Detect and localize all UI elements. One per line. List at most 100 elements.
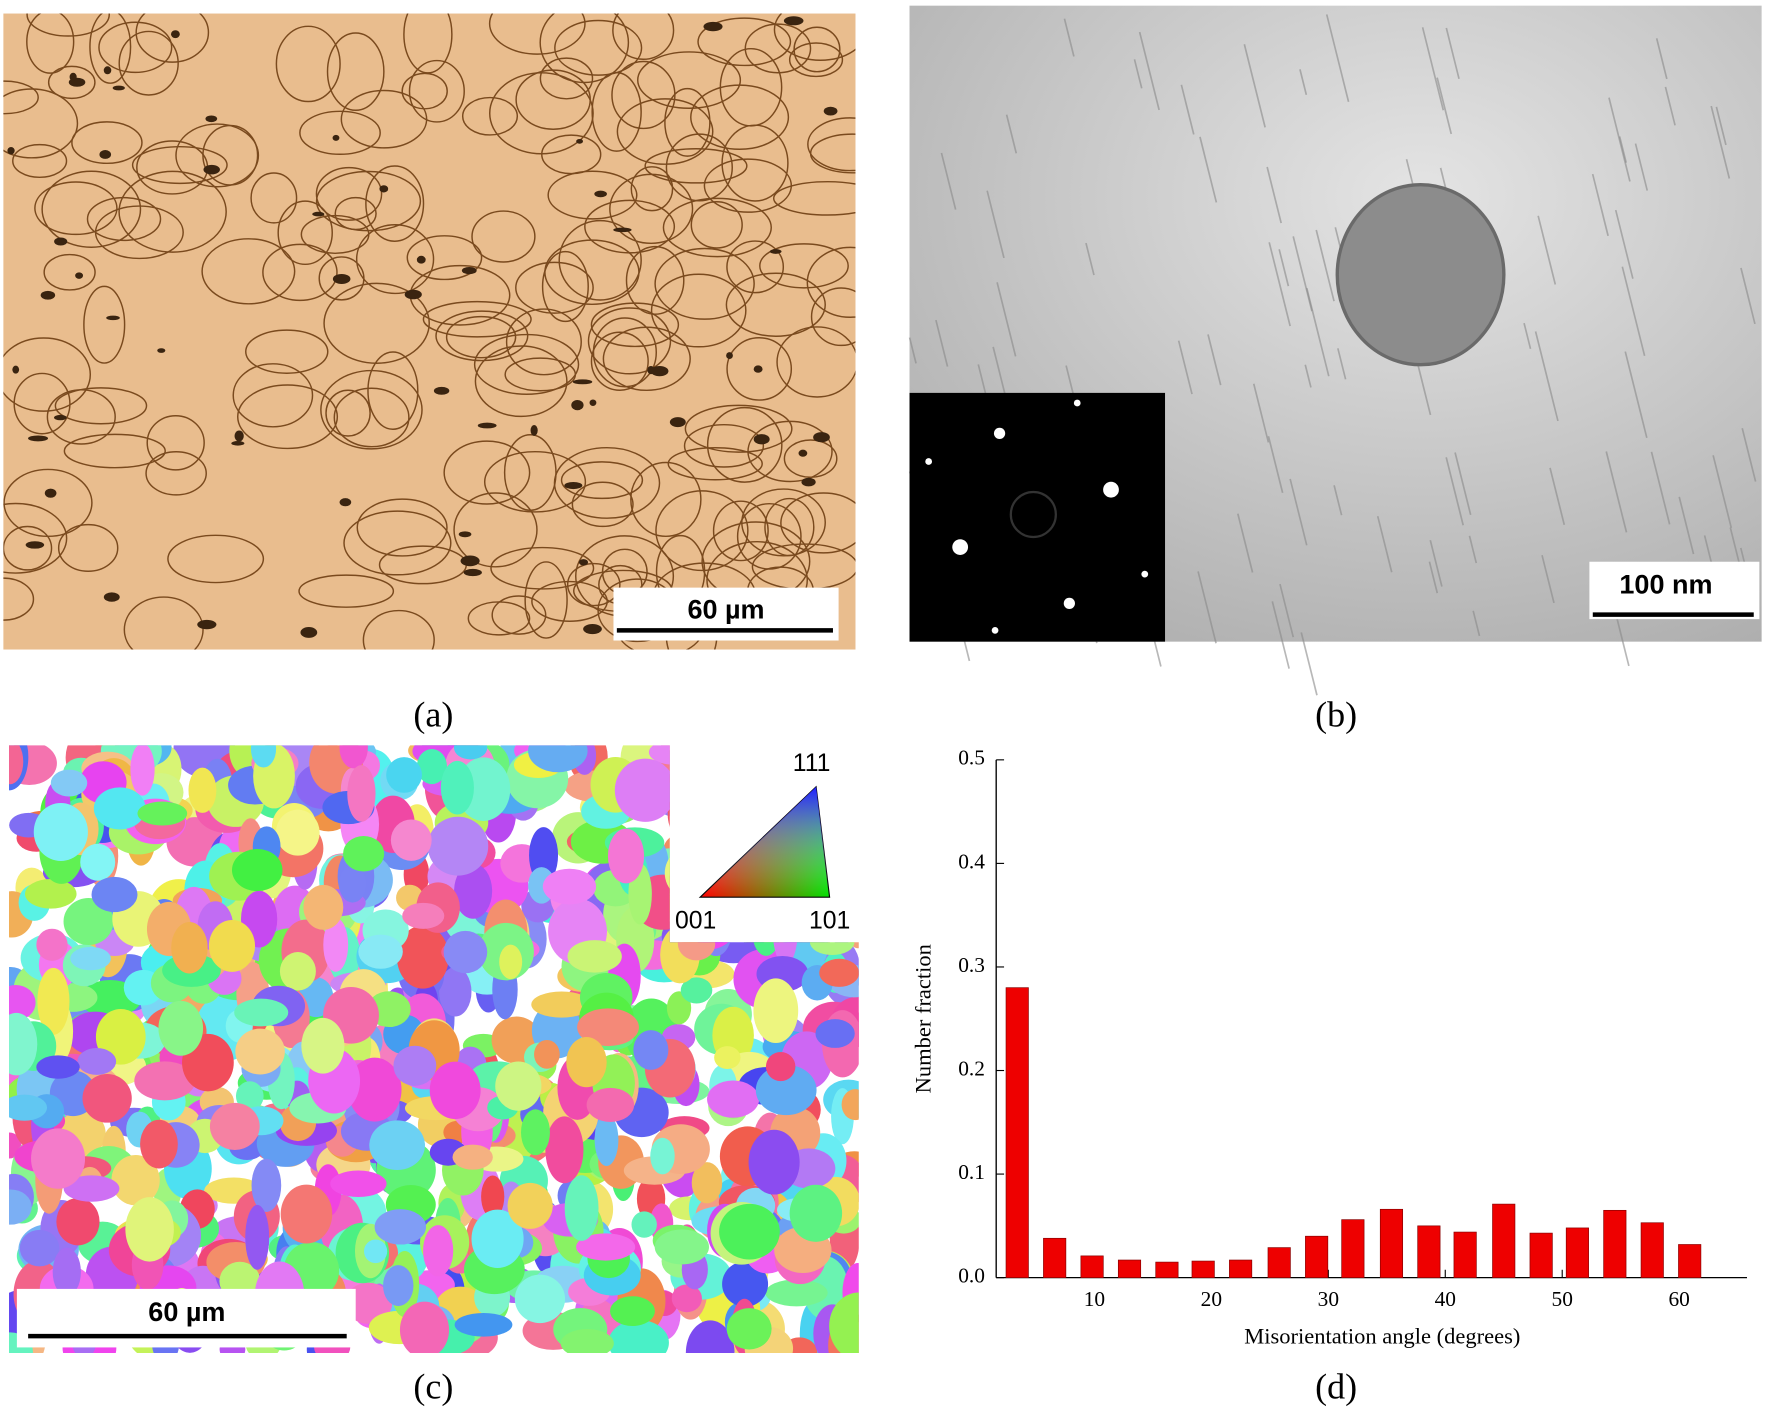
inclusion bbox=[572, 379, 593, 385]
grain bbox=[539, 57, 594, 100]
grain bbox=[339, 745, 368, 769]
dislocation-line bbox=[1267, 435, 1284, 494]
dislocation-line bbox=[1634, 143, 1649, 191]
dislocation-line bbox=[1271, 601, 1290, 669]
grain bbox=[82, 1074, 132, 1123]
grain bbox=[780, 492, 856, 554]
grain bbox=[452, 1144, 493, 1170]
grain bbox=[344, 1282, 393, 1324]
grain bbox=[473, 333, 580, 395]
ipf-label: 101 bbox=[809, 907, 850, 934]
grain bbox=[650, 1137, 675, 1175]
grain bbox=[279, 951, 316, 991]
inclusion bbox=[813, 432, 830, 443]
dislocation-line bbox=[1268, 242, 1291, 327]
bar bbox=[1603, 1209, 1627, 1278]
grain bbox=[63, 433, 166, 469]
grain bbox=[71, 121, 143, 165]
dislocation-line bbox=[1304, 364, 1312, 388]
grain bbox=[594, 1113, 619, 1166]
scale-text: 100 nm bbox=[1619, 570, 1712, 600]
dislocation-line bbox=[1591, 173, 1609, 237]
dislocation-line bbox=[1655, 38, 1668, 80]
dislocation-line bbox=[1005, 114, 1018, 154]
grain bbox=[630, 461, 702, 538]
grain bbox=[542, 868, 597, 905]
grain bbox=[26, 13, 75, 74]
inclusion bbox=[753, 434, 770, 445]
panel-label: (c) bbox=[413, 1366, 453, 1406]
grain bbox=[680, 977, 713, 1004]
grain bbox=[347, 765, 376, 822]
inclusion bbox=[416, 255, 426, 264]
dislocation-line bbox=[1180, 84, 1195, 135]
grain bbox=[315, 166, 383, 221]
dislocation-line bbox=[1523, 322, 1532, 350]
grain bbox=[564, 1175, 599, 1241]
grain bbox=[503, 434, 557, 512]
ipf-label: 001 bbox=[675, 907, 716, 934]
grain bbox=[454, 863, 493, 919]
grain bbox=[541, 250, 589, 323]
grain bbox=[57, 523, 119, 572]
grain bbox=[710, 828, 746, 854]
inclusion bbox=[823, 106, 838, 116]
grain bbox=[363, 1239, 388, 1264]
grain bbox=[26, 13, 110, 37]
grain bbox=[50, 769, 88, 797]
dislocation-line bbox=[1337, 348, 1347, 380]
grain bbox=[706, 406, 783, 483]
grain bbox=[94, 205, 184, 260]
grain bbox=[539, 13, 630, 84]
grain bbox=[471, 1209, 524, 1268]
grain bbox=[819, 958, 859, 987]
grain bbox=[707, 1080, 760, 1118]
dislocation-line bbox=[1710, 105, 1731, 179]
dislocation-line bbox=[935, 319, 949, 367]
grain bbox=[3, 80, 39, 115]
grain bbox=[504, 357, 577, 392]
grain bbox=[726, 337, 793, 401]
grain bbox=[343, 835, 385, 872]
grain bbox=[654, 247, 755, 320]
grain bbox=[810, 287, 856, 347]
dislocation-line bbox=[1445, 457, 1465, 526]
grain bbox=[608, 1319, 669, 1354]
grain bbox=[146, 414, 205, 471]
inclusion bbox=[613, 227, 632, 233]
grain bbox=[369, 1120, 425, 1171]
grain bbox=[741, 488, 826, 557]
grain bbox=[614, 758, 676, 822]
dislocation-line bbox=[1199, 136, 1218, 203]
y-tick-label: 0.2 bbox=[958, 1056, 985, 1080]
grain bbox=[719, 1203, 780, 1260]
grain bbox=[491, 595, 547, 635]
grain bbox=[722, 1261, 769, 1307]
dislocation-line bbox=[1429, 540, 1443, 587]
grain bbox=[748, 1129, 800, 1195]
grain bbox=[709, 773, 754, 810]
x-tick-label: 30 bbox=[1318, 1287, 1339, 1311]
grain bbox=[9, 1094, 48, 1121]
ebsd-map bbox=[9, 745, 859, 1354]
panel-label: (b) bbox=[1315, 694, 1357, 734]
inclusion bbox=[463, 568, 482, 577]
grain bbox=[776, 326, 856, 398]
grain bbox=[325, 389, 371, 437]
inclusion bbox=[157, 348, 166, 353]
grain bbox=[98, 21, 173, 74]
inclusion bbox=[571, 400, 584, 411]
grain bbox=[664, 87, 711, 157]
grain bbox=[765, 1279, 828, 1307]
inclusion bbox=[40, 290, 56, 300]
y-axis-label: Number fraction bbox=[910, 944, 935, 1093]
inclusion bbox=[203, 164, 220, 175]
grain bbox=[91, 876, 138, 913]
ipf-label: 111 bbox=[793, 750, 831, 777]
grain bbox=[662, 197, 772, 258]
dislocation-line bbox=[1289, 478, 1308, 546]
grain bbox=[63, 898, 114, 946]
grain bbox=[577, 1008, 639, 1047]
inclusion bbox=[564, 481, 583, 490]
